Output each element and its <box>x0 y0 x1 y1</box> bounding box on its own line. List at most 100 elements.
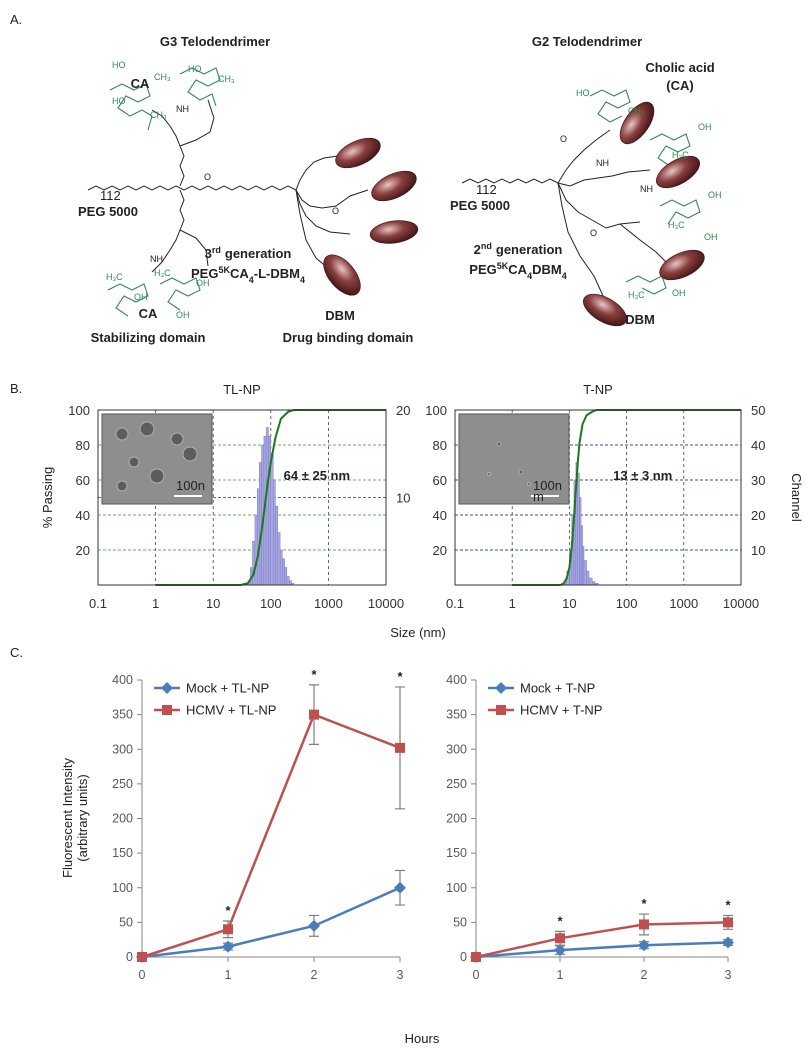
y-tick-label: 20 <box>433 543 447 558</box>
formula-part: 5K <box>218 265 230 275</box>
panel-label: B. <box>10 381 22 396</box>
structure-title: G3 Telodendrimer <box>160 34 270 49</box>
y-tick-label: 40 <box>433 508 447 523</box>
legend-label: Mock + T-NP <box>520 681 595 696</box>
legend-marker <box>496 705 506 715</box>
series-line <box>475 941 729 959</box>
histogram-bar <box>256 488 260 586</box>
generation-part: nd <box>481 241 492 251</box>
histogram-bar <box>586 570 590 586</box>
marker <box>723 917 733 928</box>
atom-label: O <box>560 134 567 144</box>
histogram-bar <box>582 546 585 586</box>
atom-label: CH₃ <box>154 72 171 82</box>
cumulative-line <box>155 409 386 586</box>
y2-tick-label: 30 <box>751 473 765 488</box>
legend-marker <box>161 682 173 694</box>
structure-label: CA <box>139 306 158 321</box>
marker <box>555 933 565 944</box>
y-tick-label: 80 <box>433 438 447 453</box>
y-tick-label: 20 <box>76 543 90 558</box>
marker <box>394 881 406 894</box>
significance-mark: * <box>641 896 647 911</box>
formula-part: PEG <box>469 262 496 277</box>
x-tick-label: 10 <box>562 596 576 611</box>
generation-label: 3rd generation <box>205 245 292 261</box>
histogram-bar <box>272 479 276 586</box>
structure-label: Stabilizing domain <box>91 330 206 345</box>
particle <box>182 446 198 462</box>
y-axis-label-line: Fluorescent Intensity <box>60 758 75 878</box>
structure-label: DBM <box>625 312 655 327</box>
histogram-bar <box>583 560 587 586</box>
histogram-bar <box>286 576 290 586</box>
y-tick-label: 150 <box>446 846 467 860</box>
atom-label: O <box>204 172 211 182</box>
x-tick-label: 100 <box>616 596 638 611</box>
y2-tick-label: 10 <box>751 543 765 558</box>
legend-marker <box>162 705 172 715</box>
formula: PEG5KCA4-L-DBM4 <box>191 265 305 285</box>
marker <box>554 944 566 957</box>
y-tick-label: 400 <box>446 673 467 687</box>
structure-label: Drug binding domain <box>283 330 414 345</box>
plot-frame <box>97 409 387 586</box>
formula: PEG5KCA4DBM4 <box>469 261 566 281</box>
atom-label: NH <box>640 184 653 194</box>
x-tick-label: 2 <box>641 968 648 982</box>
y2-tick-label: 20 <box>396 403 410 418</box>
structure-label: (CA) <box>666 78 693 93</box>
x-tick-label: 1 <box>225 968 232 982</box>
x-tick-label: 10 <box>206 596 220 611</box>
histogram-bar <box>252 541 256 586</box>
scale-label: 100n <box>533 478 562 493</box>
peg-label: PEG 5000 <box>78 204 138 219</box>
atom-label: OH <box>134 292 148 302</box>
x-tick-label: 1 <box>557 968 564 982</box>
formula-part: CA <box>508 262 527 277</box>
y2-tick-label: 40 <box>751 438 765 453</box>
atom-label: H₃C <box>668 220 685 230</box>
marker <box>308 919 320 932</box>
histogram-bar <box>591 581 596 586</box>
significance-mark: * <box>725 897 731 912</box>
particle <box>116 480 128 492</box>
structure-label: Cholic acid <box>645 60 714 75</box>
scale-label: 100n <box>176 478 205 493</box>
peg-label: PEG 5000 <box>450 198 510 213</box>
formula-part: DBM <box>532 262 562 277</box>
x-tick-label: 1 <box>152 596 159 611</box>
atom-label: OH <box>176 310 190 320</box>
histogram-bar <box>284 567 288 586</box>
atom-label: OH <box>708 190 722 200</box>
y-tick-label: 250 <box>446 777 467 791</box>
g3-skeleton <box>87 99 369 273</box>
y2-axis-label: Channel <box>789 473 804 522</box>
y-tick-label: 100 <box>68 403 90 418</box>
structure-title: G2 Telodendrimer <box>532 34 642 49</box>
formula-part: 5K <box>497 261 509 271</box>
y-tick-label: 50 <box>119 915 133 929</box>
atom-label: NH <box>150 254 163 264</box>
histogram-bar <box>588 577 593 586</box>
y-tick-label: 300 <box>112 742 133 756</box>
legend-label: Mock + TL-NP <box>186 681 269 696</box>
histogram-bar <box>254 514 258 586</box>
y-tick-label: 250 <box>112 777 133 791</box>
legend-marker <box>495 682 507 694</box>
g3-dbm <box>323 137 419 296</box>
marker <box>223 924 233 935</box>
chart-title: T-NP <box>583 382 613 397</box>
atom-label: HO <box>112 60 126 70</box>
g2-dbm <box>583 101 705 327</box>
peg-repeat: 112 <box>100 188 121 203</box>
atom-label: OH <box>698 122 712 132</box>
y-tick-label: 400 <box>112 673 133 687</box>
particle <box>487 472 491 476</box>
y-tick-label: 60 <box>76 473 90 488</box>
plot-frame <box>454 409 742 586</box>
atom-label: H₃C <box>106 272 123 282</box>
y-tick-label: 80 <box>76 438 90 453</box>
marker <box>137 952 147 962</box>
